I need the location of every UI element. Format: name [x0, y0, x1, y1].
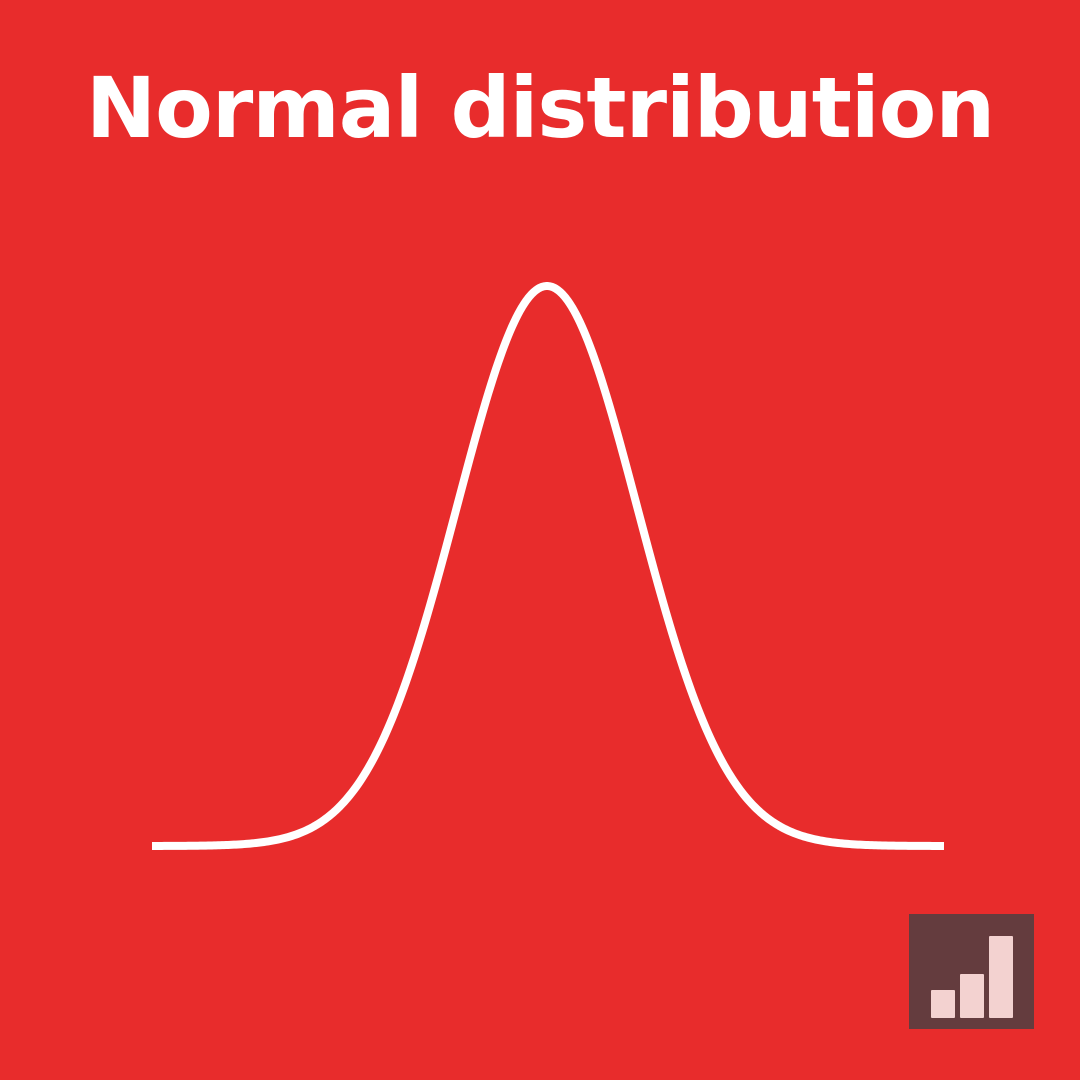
brand-logo-icon [909, 914, 1034, 1029]
logo-bar-short [931, 990, 955, 1018]
logo-bar-medium [960, 974, 984, 1018]
page-title: Normal distribution [85, 59, 995, 157]
bell-curve-line [150, 282, 946, 850]
logo-bar-tall [989, 936, 1013, 1018]
